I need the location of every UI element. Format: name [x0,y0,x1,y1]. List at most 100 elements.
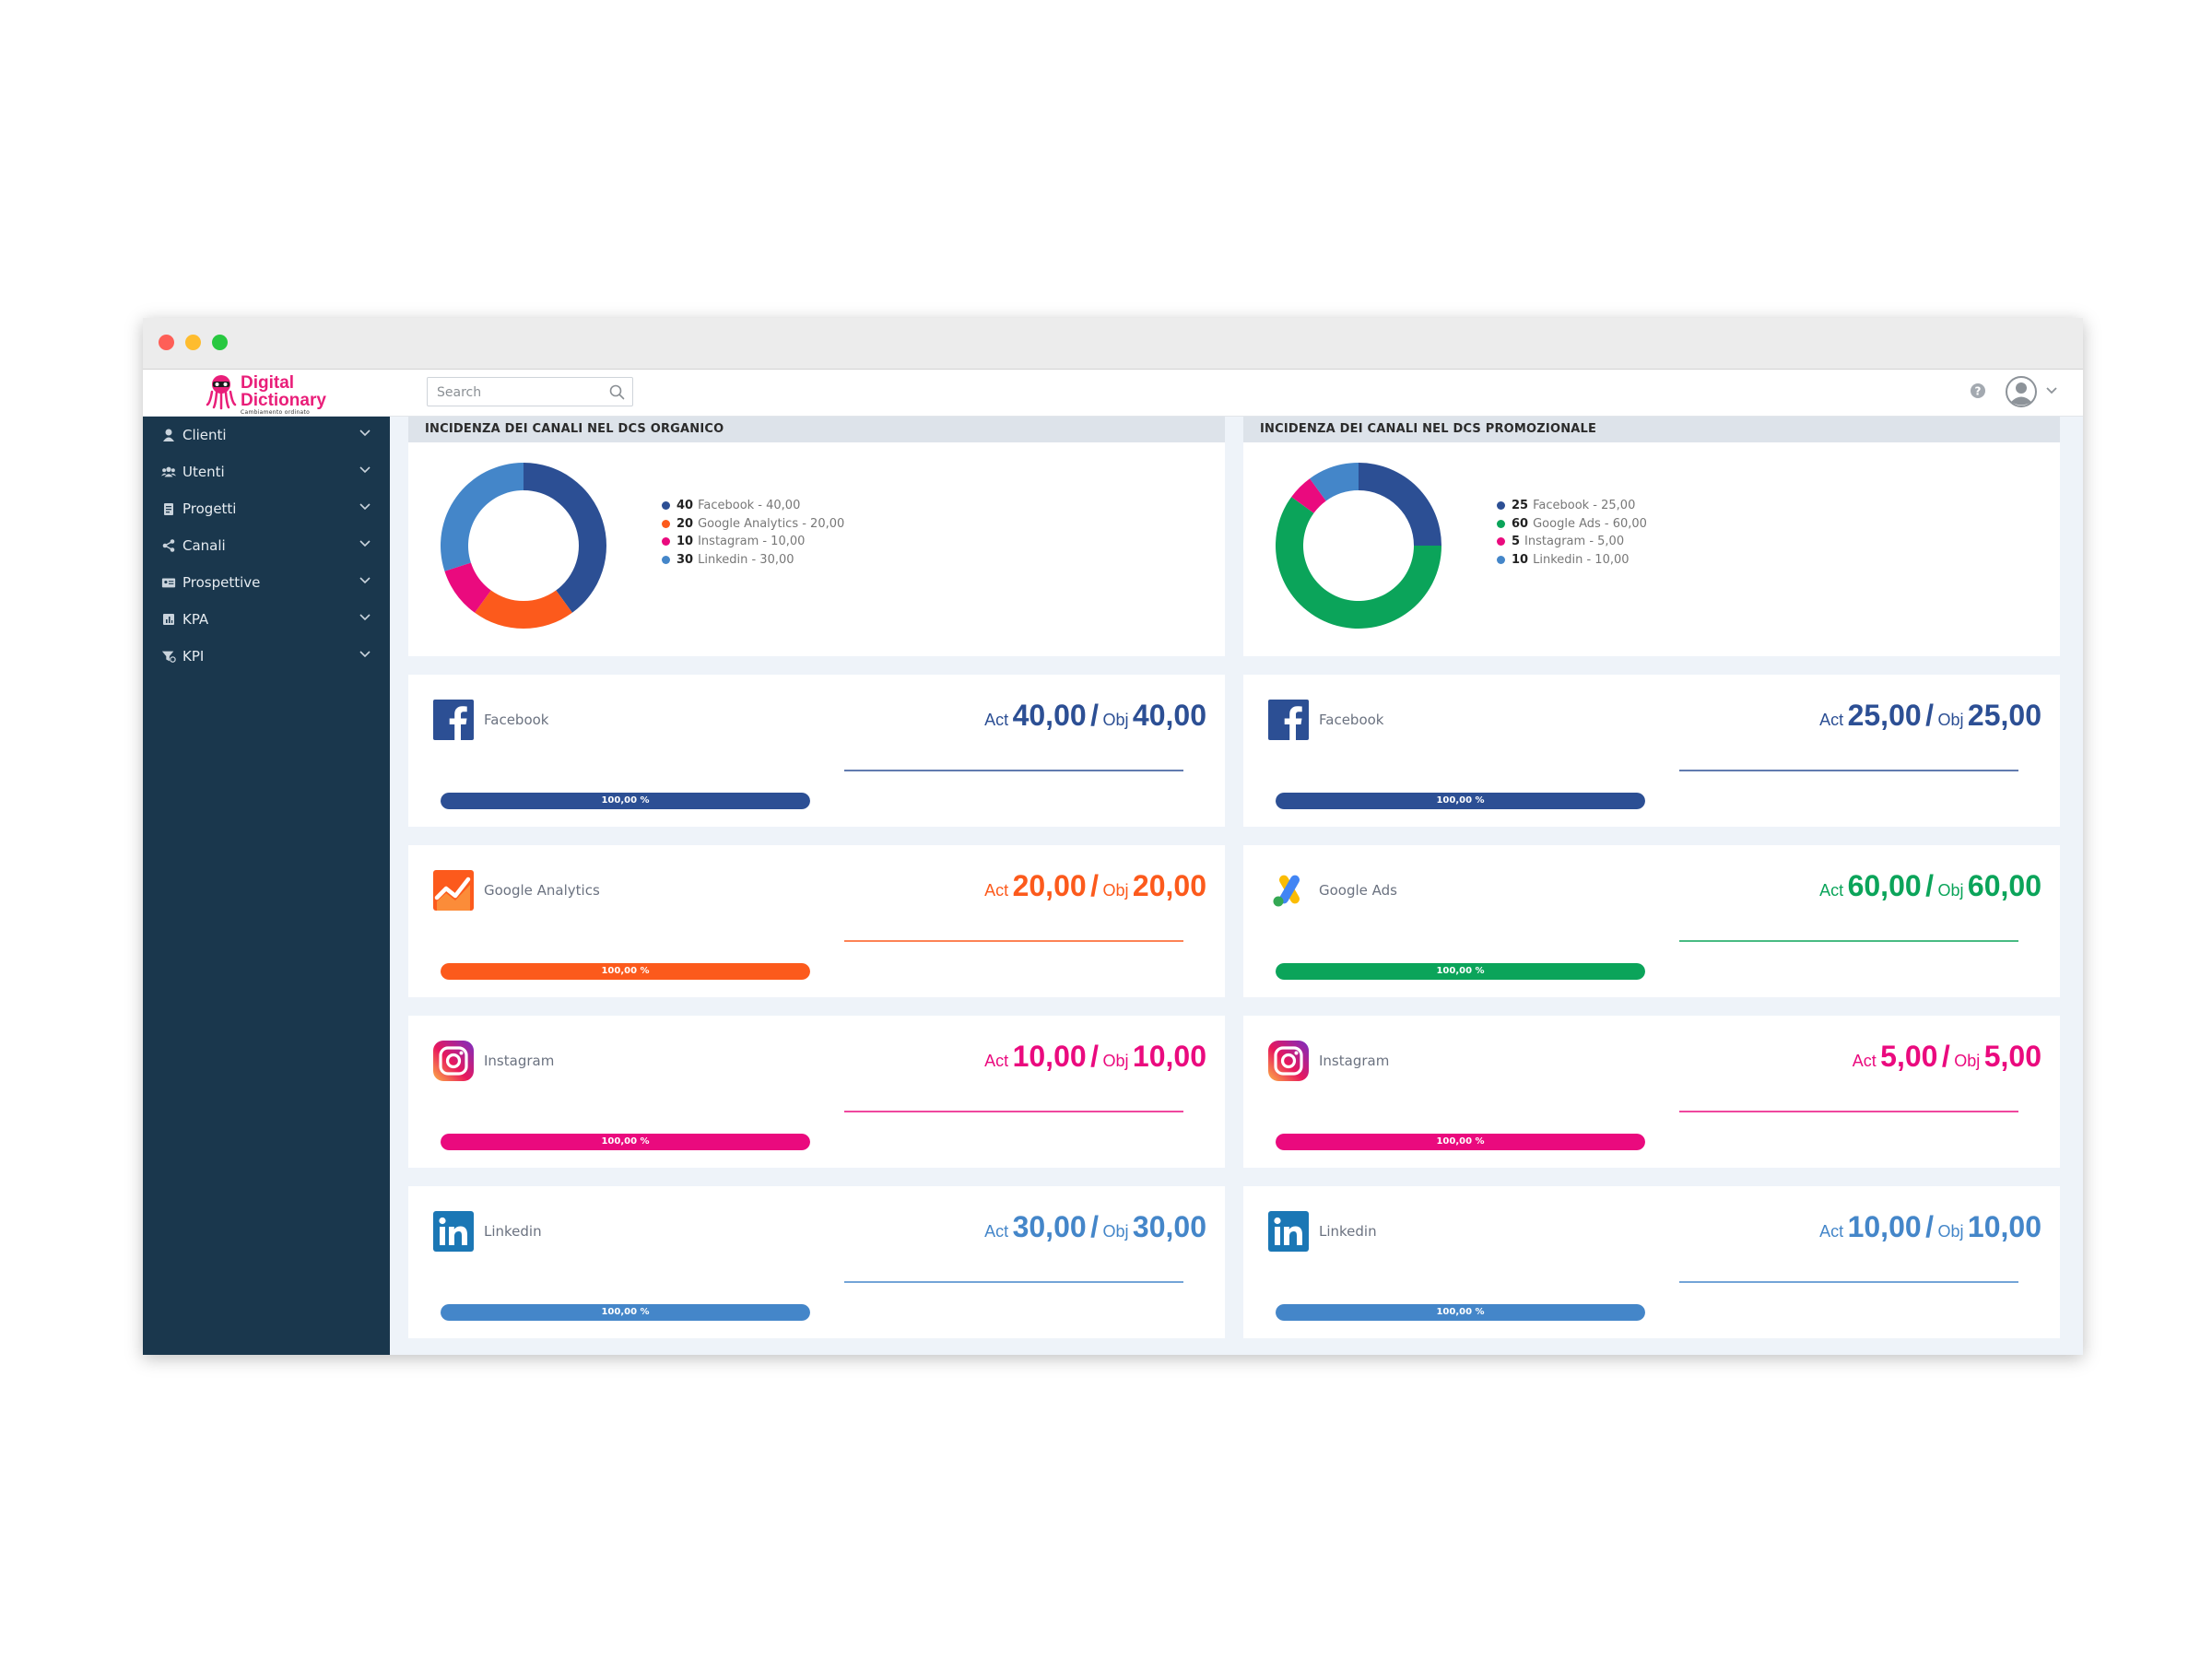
search-box [427,377,633,406]
progress-bar: 100,00 % [1276,963,1645,980]
sidebar-item-label: Clienti [182,427,227,443]
filter-icon [161,649,176,664]
clipboard-icon [161,501,176,516]
chevron-down-icon [359,503,371,511]
legend-swatch [662,555,670,564]
progress-bar: 100,00 % [441,1134,810,1150]
legend-item: 20 Google Analytics - 20,00 [662,515,844,534]
sidebar-item-label: KPA [182,611,209,628]
sidebar: Clienti Utenti Progetti Canali [143,417,390,1355]
value-separator: / [1925,1210,1934,1243]
legend-swatch [1497,519,1505,528]
donut-chart [1276,463,1441,629]
divider-line [1679,1281,2018,1283]
divider-line [844,940,1183,942]
value-separator: / [1925,869,1934,902]
obj-value: 10,00 [1132,1040,1206,1073]
legend-swatch [1497,537,1505,547]
obj-value: 25,00 [1967,699,2041,732]
legend-label: Facebook - 25,00 [1533,499,1636,512]
obj-value: 10,00 [1967,1210,2041,1243]
act-value: 10,00 [1012,1040,1087,1073]
close-window-button[interactable] [159,335,174,350]
progress-bar-fill: 100,00 % [441,1134,810,1150]
legend-value: 60 [1512,516,1529,531]
divider-line [1679,1111,2018,1112]
obj-label: Obj [1102,1052,1129,1070]
sidebar-item-utenti[interactable]: Utenti [143,453,390,490]
donut-slice-instagram[interactable] [444,562,491,613]
legend-value: 20 [677,516,694,531]
act-obj-values: Act 5,00 / Obj 5,00 [1853,1040,2041,1074]
act-value: 40,00 [1012,699,1087,732]
user-avatar-icon[interactable] [2005,375,2038,408]
divider-line [1679,940,2018,942]
linkedin-icon [433,1211,474,1252]
facebook-icon [1268,700,1309,740]
maximize-window-button[interactable] [212,335,228,350]
act-value: 5,00 [1880,1040,1938,1073]
donut-slice-linkedin[interactable] [1310,463,1359,501]
legend-item: 5 Instagram - 5,00 [1497,533,1647,551]
search-icon[interactable] [609,384,625,400]
sidebar-item-kpi[interactable]: KPI [143,638,390,675]
chart-legend: 25 Facebook - 25,00 60 Google Ads - 60,0… [1497,497,1647,569]
metric-card-instagram: Instagram Act 10,00 / Obj 10,00 100,00 % [408,1016,1225,1168]
sidebar-item-progetti[interactable]: Progetti [143,490,390,527]
sidebar-item-prospettive[interactable]: Prospettive [143,564,390,601]
donut-slice-facebook[interactable] [1359,463,1441,546]
panel-title: INCIDENZA DEI CANALI NEL DCS PROMOZIONAL… [1243,417,2060,442]
minimize-window-button[interactable] [185,335,201,350]
donut-slice-google-analytics[interactable] [475,590,572,629]
google-analytics-icon [433,870,474,911]
sidebar-item-kpa[interactable]: KPA [143,601,390,638]
value-separator: / [1941,1040,1950,1073]
progress-bar: 100,00 % [441,793,810,809]
sidebar-item-canali[interactable]: Canali [143,527,390,564]
help-icon[interactable]: ? [1970,382,1986,399]
progress-bar-fill: 100,00 % [1276,1304,1645,1321]
sidebar-item-label: KPI [182,648,205,665]
sidebar-item-clienti[interactable]: Clienti [143,417,390,453]
window-titlebar [143,318,2083,370]
legend-swatch [662,519,670,528]
chevron-down-icon [359,540,371,547]
legend-value: 40 [677,499,694,512]
donut-slice-facebook[interactable] [524,463,606,613]
search-input[interactable] [435,382,605,403]
legend-value: 25 [1512,499,1529,512]
legend-item: 30 Linkedin - 30,00 [662,551,844,570]
donut-slice-instagram[interactable] [1291,478,1326,513]
divider-line [1679,770,2018,771]
legend-swatch [1497,555,1505,564]
logo-line-1: Digital [241,373,295,393]
obj-value: 20,00 [1132,869,1206,902]
metric-card-google-analytics: Google Analytics Act 20,00 / Obj 20,00 1… [408,845,1225,997]
progress-bar-fill: 100,00 % [441,1304,810,1321]
legend-value: 10 [1512,552,1529,567]
legend-label: Instagram - 5,00 [1524,535,1625,548]
obj-value: 40,00 [1132,699,1206,732]
act-obj-values: Act 60,00 / Obj 60,00 [1819,869,2041,903]
obj-label: Obj [1102,1222,1129,1241]
legend-label: Google Analytics - 20,00 [698,516,845,531]
app-logo[interactable]: Digital Dictionary Cambiamento ordinato [206,373,399,416]
act-label: Act [984,881,1009,900]
instagram-icon [1268,1041,1309,1081]
donut-slice-google-ads[interactable] [1276,497,1441,629]
chart-panel-organico: INCIDENZA DEI CANALI NEL DCS ORGANICO 40… [408,417,1225,656]
sidebar-item-label: Utenti [182,464,225,480]
legend-label: Linkedin - 30,00 [698,552,794,567]
act-label: Act [1819,881,1844,900]
metric-card-facebook: Facebook Act 25,00 / Obj 25,00 100,00 % [1243,675,2060,827]
panel-title: INCIDENZA DEI CANALI NEL DCS ORGANICO [408,417,1225,442]
progress-bar: 100,00 % [1276,793,1645,809]
channel-name: Linkedin [1319,1223,1377,1240]
act-value: 25,00 [1847,699,1922,732]
chevron-down-icon [359,577,371,584]
donut-slice-linkedin[interactable] [441,463,524,571]
chevron-down-icon[interactable] [2045,386,2058,395]
act-obj-values: Act 20,00 / Obj 20,00 [984,869,1206,903]
obj-label: Obj [1102,881,1129,900]
legend-item: 10 Instagram - 10,00 [662,533,844,551]
